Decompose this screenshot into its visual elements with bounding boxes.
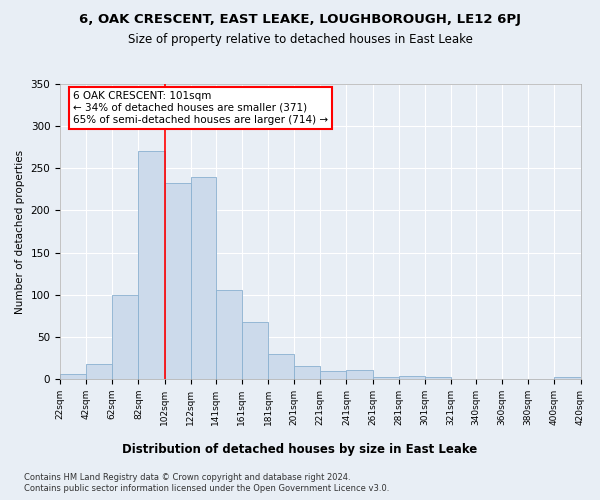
Bar xyxy=(86,364,112,379)
Text: Contains public sector information licensed under the Open Government Licence v3: Contains public sector information licen… xyxy=(24,484,389,493)
Bar xyxy=(215,290,242,379)
Bar xyxy=(346,370,373,379)
Bar xyxy=(294,366,320,379)
Y-axis label: Number of detached properties: Number of detached properties xyxy=(15,150,25,314)
Bar xyxy=(268,354,294,379)
Bar xyxy=(164,184,191,379)
Bar xyxy=(399,376,425,379)
Bar xyxy=(425,377,451,379)
Bar xyxy=(554,377,581,379)
Text: Size of property relative to detached houses in East Leake: Size of property relative to detached ho… xyxy=(128,32,472,46)
Bar xyxy=(242,322,268,379)
Text: Distribution of detached houses by size in East Leake: Distribution of detached houses by size … xyxy=(122,442,478,456)
Bar xyxy=(112,294,139,379)
Text: 6, OAK CRESCENT, EAST LEAKE, LOUGHBOROUGH, LE12 6PJ: 6, OAK CRESCENT, EAST LEAKE, LOUGHBOROUG… xyxy=(79,12,521,26)
Text: 6 OAK CRESCENT: 101sqm
← 34% of detached houses are smaller (371)
65% of semi-de: 6 OAK CRESCENT: 101sqm ← 34% of detached… xyxy=(73,92,328,124)
Bar xyxy=(60,374,86,379)
Bar xyxy=(139,152,164,379)
Text: Contains HM Land Registry data © Crown copyright and database right 2024.: Contains HM Land Registry data © Crown c… xyxy=(24,472,350,482)
Bar xyxy=(373,377,399,379)
Bar xyxy=(320,372,346,379)
Bar xyxy=(191,176,215,379)
